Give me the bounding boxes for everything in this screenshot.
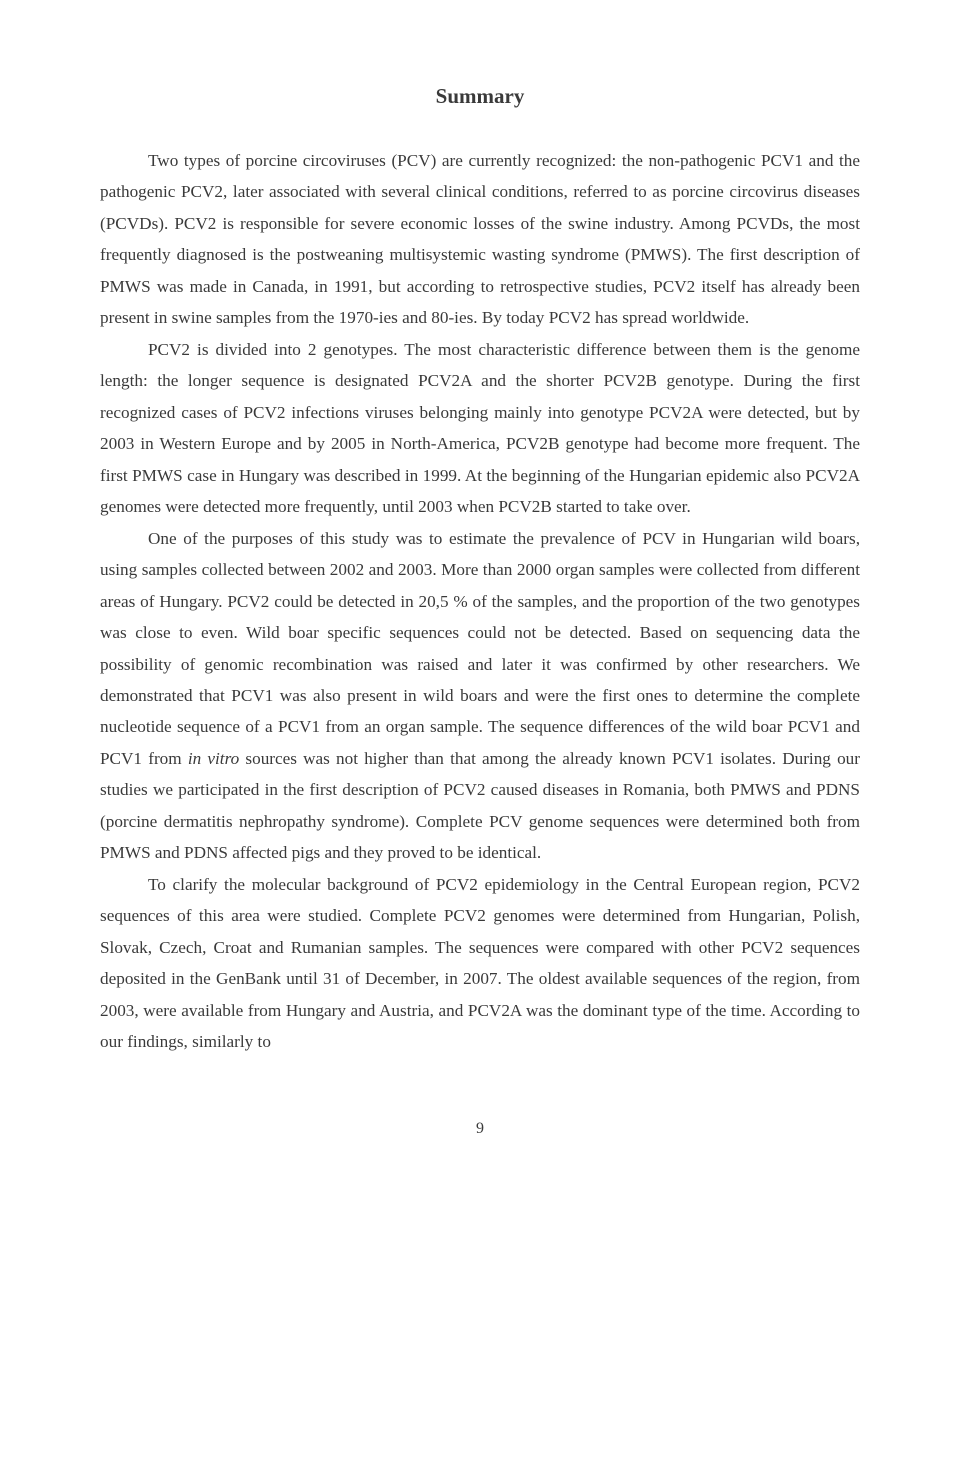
paragraph-4: To clarify the molecular background of P… bbox=[100, 869, 860, 1058]
p3-italic-in-vitro: in vitro bbox=[188, 749, 239, 768]
paragraph-1: Two types of porcine circoviruses (PCV) … bbox=[100, 145, 860, 334]
summary-title: Summary bbox=[100, 84, 860, 109]
paragraph-2: PCV2 is divided into 2 genotypes. The mo… bbox=[100, 334, 860, 523]
page-number: 9 bbox=[100, 1120, 860, 1138]
p3-part-a: One of the purposes of this study was to… bbox=[100, 529, 860, 768]
paragraph-3: One of the purposes of this study was to… bbox=[100, 523, 860, 869]
